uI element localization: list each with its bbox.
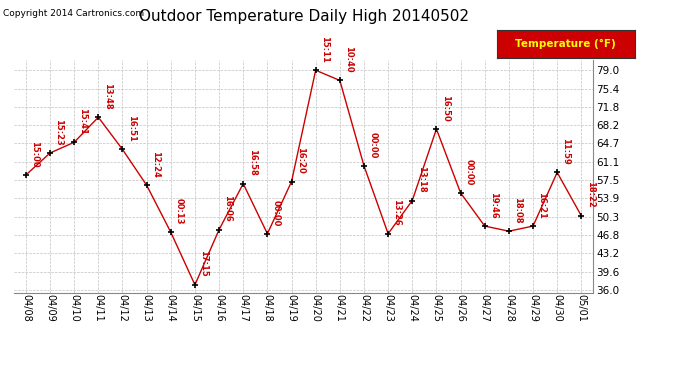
Text: 13:26: 13:26 — [393, 200, 402, 226]
Text: 16:06: 16:06 — [224, 195, 233, 222]
Text: 10:40: 10:40 — [344, 46, 353, 73]
Text: 00:00: 00:00 — [272, 200, 281, 226]
Text: Copyright 2014 Cartronics.com: Copyright 2014 Cartronics.com — [3, 9, 145, 18]
Text: 12:24: 12:24 — [151, 151, 160, 177]
Text: 16:51: 16:51 — [127, 115, 136, 142]
Text: 16:50: 16:50 — [441, 94, 450, 122]
Text: 11:59: 11:59 — [562, 138, 571, 165]
Text: 00:13: 00:13 — [175, 198, 184, 225]
Text: 16:20: 16:20 — [296, 147, 305, 174]
Text: 15:11: 15:11 — [320, 36, 329, 63]
Text: 16:58: 16:58 — [248, 149, 257, 176]
Text: 00:00: 00:00 — [368, 132, 377, 158]
Text: 13:18: 13:18 — [417, 166, 426, 193]
Text: 19:46: 19:46 — [489, 192, 498, 218]
Text: 18:08: 18:08 — [513, 197, 522, 223]
Text: 15:23: 15:23 — [55, 118, 63, 146]
Text: Outdoor Temperature Daily High 20140502: Outdoor Temperature Daily High 20140502 — [139, 9, 469, 24]
Text: 18:22: 18:22 — [586, 182, 595, 208]
Text: 17:15: 17:15 — [199, 251, 208, 277]
Text: 15:41: 15:41 — [79, 108, 88, 135]
Text: 00:00: 00:00 — [465, 159, 474, 185]
Text: 16:21: 16:21 — [538, 192, 546, 218]
Text: Temperature (°F): Temperature (°F) — [515, 39, 616, 49]
Text: 15:00: 15:00 — [30, 141, 39, 167]
Text: 13:48: 13:48 — [103, 83, 112, 110]
